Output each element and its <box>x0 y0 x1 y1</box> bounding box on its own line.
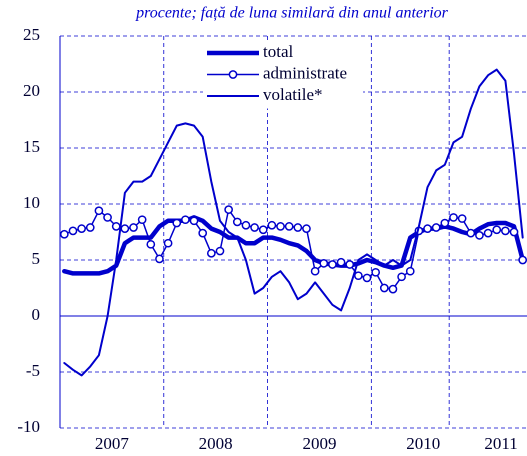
data-point <box>440 218 450 228</box>
data-point <box>206 248 216 258</box>
y-tick-label: 25 <box>23 25 40 44</box>
data-point <box>328 260 337 269</box>
x-tick-label: 2010 <box>406 434 440 453</box>
data-point <box>163 238 173 248</box>
data-point <box>345 260 355 269</box>
data-point <box>137 215 147 225</box>
data-point <box>103 213 112 222</box>
y-tick-label: 20 <box>23 81 40 100</box>
data-point <box>120 224 130 233</box>
data-point <box>475 231 484 240</box>
data-point <box>111 222 121 231</box>
data-point <box>146 239 156 249</box>
data-point <box>181 215 190 225</box>
y-tick-label: 5 <box>32 249 41 268</box>
data-point <box>518 255 527 265</box>
data-point <box>501 226 510 236</box>
data-point <box>215 246 225 256</box>
data-point <box>362 273 372 283</box>
data-point <box>232 217 242 227</box>
data-point <box>77 224 86 233</box>
data-point <box>336 257 346 267</box>
y-tick-label: 0 <box>32 305 41 324</box>
data-point <box>302 224 311 233</box>
y-tick-label: 10 <box>23 193 40 212</box>
data-point <box>198 228 208 238</box>
y-tick-label: -10 <box>17 417 40 436</box>
data-point <box>284 222 294 231</box>
y-tick-label: -5 <box>26 361 40 380</box>
data-point <box>224 205 233 214</box>
data-point <box>250 223 259 232</box>
data-point <box>68 226 78 236</box>
data-point <box>466 228 476 238</box>
x-tick-label: 2008 <box>199 434 233 453</box>
data-point <box>388 284 398 294</box>
legend-marker <box>228 70 238 79</box>
data-point <box>371 267 381 277</box>
data-point <box>155 254 164 264</box>
data-point <box>59 229 69 239</box>
data-point <box>258 225 268 235</box>
data-point <box>431 223 441 232</box>
data-point <box>405 266 415 276</box>
data-point <box>241 220 251 230</box>
data-point <box>397 272 406 282</box>
data-point <box>129 223 138 232</box>
x-tick-label: 2009 <box>302 434 336 453</box>
data-point <box>449 213 458 222</box>
data-point <box>267 220 277 230</box>
data-point <box>457 214 467 223</box>
data-point <box>354 271 363 281</box>
data-point <box>85 223 95 232</box>
y-tick-label: 15 <box>23 137 40 156</box>
x-tick-label: 2011 <box>484 434 517 453</box>
data-point <box>293 223 303 232</box>
data-point <box>310 266 320 276</box>
data-point <box>172 218 182 228</box>
chart-subtitle: procente; față de luna similară din anul… <box>135 5 449 22</box>
data-point <box>276 222 285 231</box>
legend-label: total <box>263 42 293 61</box>
data-point <box>483 228 493 238</box>
data-point <box>94 206 104 216</box>
data-point <box>189 216 199 226</box>
legend-label: administrate <box>263 63 347 82</box>
series-line <box>63 68 524 377</box>
data-point <box>379 283 389 293</box>
data-point <box>423 224 432 233</box>
data-point <box>509 227 519 237</box>
data-point <box>319 259 329 268</box>
legend-label: volatile* <box>263 85 322 104</box>
x-tick-label: 2007 <box>95 434 130 453</box>
data-point <box>492 225 502 235</box>
